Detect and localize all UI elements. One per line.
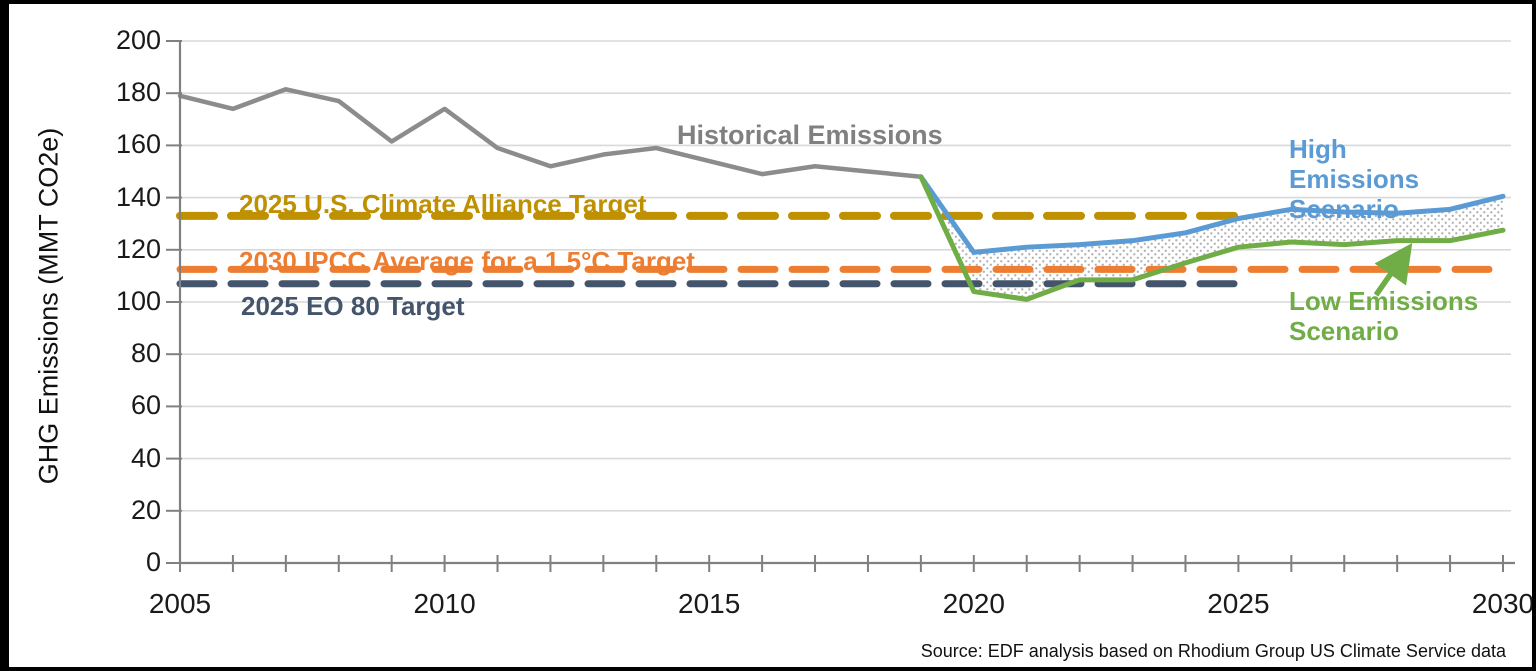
- y-tick-label: 20: [130, 494, 161, 525]
- low-scenario-arrow: [1373, 242, 1413, 297]
- eo80-target-label: 2025 EO 80 Target: [241, 291, 465, 321]
- y-tick-label: 200: [115, 25, 161, 55]
- source-note: Source: EDF analysis based on Rhodium Gr…: [920, 641, 1506, 661]
- series-line-0: [177, 87, 924, 179]
- y-tick-label: 0: [145, 547, 161, 577]
- y-tick-label: 60: [130, 390, 161, 421]
- low-emissions-scenario-label: Low Emissions Scenario: [1289, 286, 1479, 346]
- series-line-1: [918, 174, 1506, 255]
- x-tick-label: 2030: [1471, 588, 1535, 619]
- x-tick-label: 2015: [678, 588, 741, 619]
- y-tick-label: 40: [130, 442, 161, 473]
- y-tick-label: 180: [115, 77, 161, 108]
- series-line-2: [918, 174, 1506, 302]
- y-tick-label: 160: [115, 129, 161, 160]
- historical-emissions-label: Historical Emissions: [677, 120, 943, 150]
- plot-svg: [166, 40, 1515, 572]
- high-emissions-scenario-label: High Emissions Scenario: [1289, 134, 1420, 224]
- y-tick-label: 120: [115, 233, 161, 264]
- x-tick-label: 2020: [942, 588, 1005, 619]
- y-tick-label: 100: [115, 286, 161, 316]
- climate-alliance-target-label: 2025 U.S. Climate Alliance Target: [239, 189, 647, 219]
- y-tick-label: 80: [130, 338, 161, 369]
- x-tick-label: 2025: [1207, 588, 1270, 619]
- x-tick-label: 2005: [148, 588, 212, 619]
- x-tick-label: 2010: [413, 588, 476, 619]
- y-tick-label: 140: [115, 181, 161, 212]
- ipcc-target-label: 2030 IPCC Average for a 1.5°C Target: [239, 246, 695, 276]
